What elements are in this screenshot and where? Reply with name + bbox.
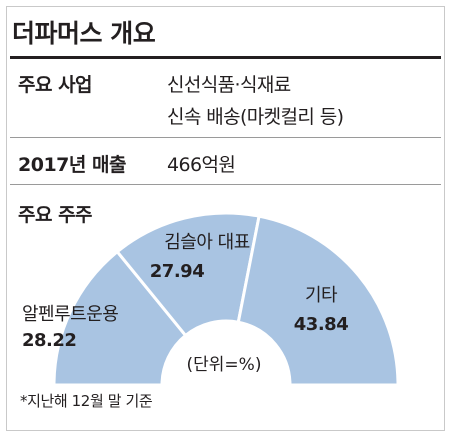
segment-name-label: 기타 (305, 285, 338, 306)
segment-name-label: 김슬아 대표 (164, 232, 250, 253)
shareholders-label: 주요 주주 (18, 204, 93, 226)
segment-value-label: 28.22 (22, 330, 76, 351)
business-line-2: 신속 배송(마켓컬리 등) (167, 106, 344, 128)
section-divider (10, 184, 441, 185)
footnote: *지난해 12월 말 기준 (20, 392, 153, 410)
chart-segment-labels: 알펜루트운용 28.22 김슬아 대표 27.94 기타 43.84 (22, 232, 349, 351)
title-divider (10, 56, 441, 59)
section-divider (10, 137, 441, 138)
revenue-value: 466억원 (167, 154, 236, 176)
chart-segments (52, 211, 400, 387)
chart-unit: (단위=%) (187, 355, 262, 375)
segment-value-label: 27.94 (150, 261, 204, 282)
page-title: 더파머스 개요 (12, 19, 156, 48)
chart-segment (52, 249, 188, 387)
segment-value-label: 43.84 (294, 314, 348, 335)
chart-segment (236, 214, 400, 387)
business-line-1: 신선식품·식재료 (167, 74, 291, 96)
revenue-label: 2017년 매출 (18, 154, 126, 176)
business-label: 주요 사업 (18, 74, 93, 96)
segment-name-label: 알펜루트운용 (22, 304, 118, 325)
chart-segment (115, 211, 261, 338)
